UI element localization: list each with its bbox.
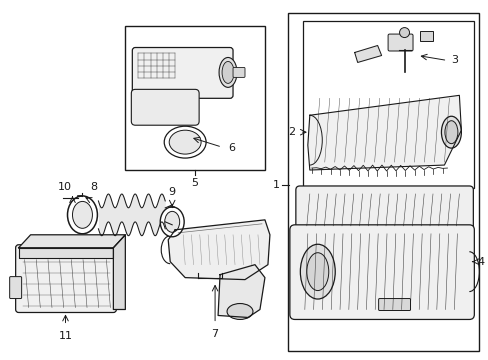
Text: 5: 5 [191, 178, 198, 188]
Bar [125, 26, 264, 170]
Ellipse shape [441, 116, 461, 148]
Ellipse shape [169, 130, 201, 154]
FancyBboxPatch shape [295, 186, 472, 234]
Ellipse shape [164, 211, 179, 232]
FancyBboxPatch shape [16, 245, 116, 312]
Polygon shape [307, 95, 461, 170]
FancyBboxPatch shape [387, 34, 412, 51]
FancyBboxPatch shape [378, 298, 410, 310]
Ellipse shape [300, 244, 335, 299]
Polygon shape [218, 265, 264, 318]
Ellipse shape [444, 121, 457, 144]
Polygon shape [19, 248, 113, 258]
Ellipse shape [222, 62, 234, 84]
FancyBboxPatch shape [233, 67, 244, 77]
Text: 6: 6 [227, 143, 235, 153]
Polygon shape [113, 235, 125, 310]
Text: 2: 2 [287, 127, 294, 137]
Polygon shape [19, 235, 125, 248]
Text: 3: 3 [450, 55, 457, 66]
Ellipse shape [306, 253, 328, 291]
Ellipse shape [226, 303, 252, 319]
Text: 8: 8 [90, 182, 97, 192]
Bar [287, 13, 478, 351]
Text: 1: 1 [272, 180, 279, 190]
Ellipse shape [219, 58, 237, 87]
Text: 10: 10 [58, 182, 71, 192]
Circle shape [399, 28, 408, 37]
Ellipse shape [164, 126, 205, 158]
Text: 11: 11 [59, 332, 72, 341]
Bar [302, 21, 473, 188]
Polygon shape [168, 220, 269, 280]
Text: 9: 9 [168, 187, 175, 197]
Ellipse shape [72, 201, 92, 228]
Ellipse shape [160, 207, 184, 237]
Bar [419, 31, 432, 41]
FancyBboxPatch shape [132, 48, 233, 98]
FancyBboxPatch shape [10, 276, 21, 298]
Text: 7: 7 [211, 329, 218, 339]
FancyBboxPatch shape [289, 225, 473, 319]
Ellipse shape [67, 196, 97, 234]
Text: 4: 4 [476, 257, 484, 267]
Polygon shape [354, 45, 381, 62]
FancyBboxPatch shape [131, 89, 199, 125]
